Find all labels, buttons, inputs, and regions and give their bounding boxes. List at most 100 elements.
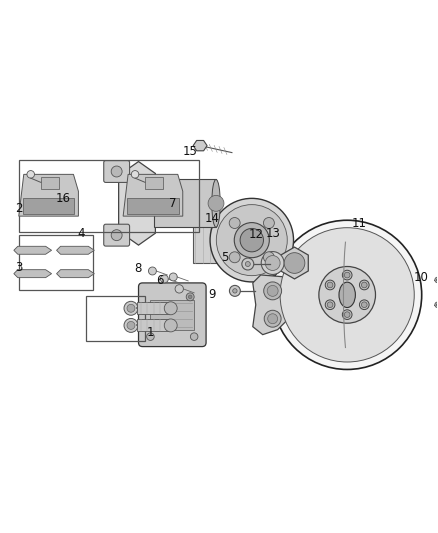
Circle shape	[216, 205, 287, 276]
Circle shape	[229, 252, 240, 263]
Circle shape	[164, 302, 177, 315]
Circle shape	[111, 166, 122, 177]
Circle shape	[240, 229, 264, 252]
Text: 4: 4	[77, 227, 85, 240]
Circle shape	[245, 262, 250, 266]
Circle shape	[343, 270, 352, 280]
Bar	[41, 177, 59, 189]
Circle shape	[327, 302, 333, 308]
Circle shape	[242, 258, 254, 270]
Ellipse shape	[235, 217, 244, 263]
Text: 6: 6	[157, 274, 164, 287]
Bar	[155, 180, 216, 227]
Circle shape	[261, 252, 284, 274]
Circle shape	[319, 266, 375, 323]
Circle shape	[273, 220, 422, 369]
FancyBboxPatch shape	[138, 283, 206, 346]
Polygon shape	[119, 161, 155, 245]
Polygon shape	[14, 270, 52, 278]
Circle shape	[264, 310, 281, 327]
Circle shape	[265, 255, 280, 270]
Polygon shape	[23, 198, 74, 214]
Bar	[137, 302, 169, 314]
Bar	[137, 319, 169, 332]
Polygon shape	[57, 270, 94, 278]
Circle shape	[325, 300, 335, 310]
Circle shape	[175, 285, 184, 293]
Circle shape	[148, 267, 156, 275]
Circle shape	[268, 314, 278, 324]
Text: 5: 5	[221, 251, 229, 263]
Circle shape	[229, 217, 240, 229]
Circle shape	[230, 285, 240, 296]
Polygon shape	[281, 247, 308, 279]
FancyBboxPatch shape	[104, 224, 130, 246]
Circle shape	[344, 272, 350, 278]
Circle shape	[210, 198, 293, 282]
Circle shape	[344, 312, 350, 318]
Circle shape	[124, 301, 138, 315]
Circle shape	[186, 293, 194, 301]
Text: 3: 3	[16, 262, 23, 274]
Circle shape	[191, 333, 198, 341]
Circle shape	[280, 228, 414, 362]
Circle shape	[131, 171, 139, 178]
Circle shape	[361, 282, 367, 288]
Circle shape	[263, 252, 274, 263]
Bar	[145, 177, 163, 189]
Polygon shape	[123, 174, 183, 216]
Text: 7: 7	[169, 197, 176, 210]
Circle shape	[27, 171, 35, 178]
Polygon shape	[253, 275, 296, 335]
Circle shape	[111, 230, 122, 240]
Ellipse shape	[339, 282, 355, 308]
Circle shape	[127, 304, 135, 312]
FancyBboxPatch shape	[104, 160, 130, 182]
Ellipse shape	[212, 180, 220, 227]
Bar	[19, 160, 199, 232]
Circle shape	[147, 333, 154, 341]
Circle shape	[124, 318, 138, 333]
Text: 8: 8	[134, 262, 141, 276]
Polygon shape	[57, 246, 94, 254]
Circle shape	[188, 295, 192, 298]
Circle shape	[327, 282, 333, 288]
Circle shape	[164, 319, 177, 332]
Circle shape	[325, 280, 335, 290]
Polygon shape	[19, 174, 78, 216]
Text: 9: 9	[208, 288, 216, 301]
Text: 13: 13	[265, 227, 280, 240]
Circle shape	[284, 253, 305, 273]
Circle shape	[436, 279, 438, 281]
Circle shape	[233, 289, 237, 293]
Text: 10: 10	[413, 271, 428, 285]
Circle shape	[360, 280, 369, 290]
Circle shape	[360, 300, 369, 310]
Circle shape	[170, 273, 177, 281]
Text: 16: 16	[56, 192, 71, 205]
Polygon shape	[14, 246, 52, 254]
Circle shape	[127, 321, 135, 329]
Text: 11: 11	[352, 217, 367, 230]
Circle shape	[263, 217, 274, 229]
Polygon shape	[127, 198, 179, 214]
Circle shape	[435, 277, 438, 282]
Text: 2: 2	[15, 202, 23, 215]
Bar	[86, 296, 145, 341]
Circle shape	[436, 304, 438, 306]
Text: 15: 15	[183, 145, 198, 158]
Circle shape	[435, 302, 438, 308]
Bar	[193, 217, 239, 263]
Text: 12: 12	[248, 228, 263, 241]
Polygon shape	[193, 141, 207, 151]
Bar	[150, 300, 194, 330]
Circle shape	[361, 302, 367, 308]
Circle shape	[234, 223, 269, 257]
Text: 1: 1	[147, 326, 154, 339]
Circle shape	[208, 196, 224, 211]
Bar	[19, 235, 93, 290]
Circle shape	[267, 285, 278, 296]
Text: 14: 14	[205, 212, 219, 225]
Circle shape	[264, 282, 282, 300]
Circle shape	[343, 310, 352, 319]
